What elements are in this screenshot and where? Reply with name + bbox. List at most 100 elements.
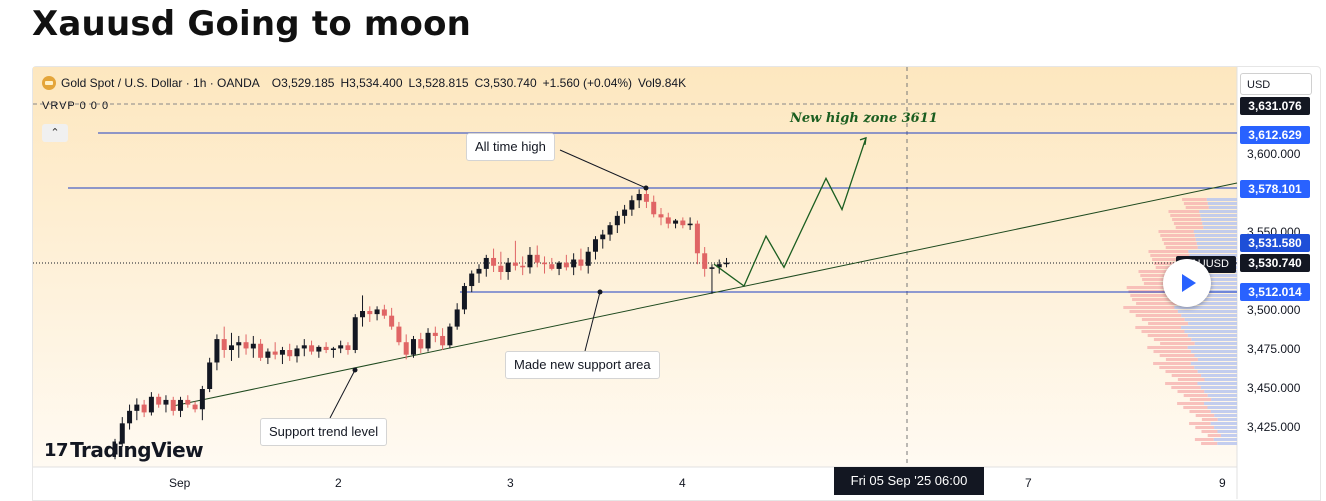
candle-body bbox=[418, 339, 424, 349]
volume-profile-bar bbox=[1132, 298, 1180, 301]
volume-profile-bar bbox=[1194, 342, 1237, 345]
volume-profile-bar bbox=[1174, 306, 1237, 309]
projection-arrowhead bbox=[859, 136, 867, 145]
volume-profile-bar bbox=[1189, 410, 1211, 413]
pointer-trend-level bbox=[329, 369, 356, 419]
volume-profile-bar bbox=[1210, 410, 1237, 413]
volume-profile-bar bbox=[1160, 342, 1195, 345]
volume-profile-bar bbox=[1199, 210, 1237, 213]
volume-profile-bar bbox=[1181, 302, 1237, 305]
chevron-up-icon[interactable]: ⌃ bbox=[42, 124, 68, 142]
candle-body bbox=[228, 345, 234, 350]
volume-profile-bar bbox=[1173, 222, 1203, 225]
volume-profile-bar bbox=[1189, 254, 1237, 257]
price-tag-resistance: 3,578.101 bbox=[1240, 180, 1310, 198]
candles bbox=[112, 189, 730, 460]
candle-body bbox=[614, 215, 620, 226]
candle-body bbox=[185, 399, 191, 405]
axis-tick-3425: 3,425.000 bbox=[1247, 420, 1301, 434]
play-icon[interactable] bbox=[1163, 259, 1211, 307]
candle-body bbox=[520, 265, 526, 268]
candle-body bbox=[447, 326, 453, 346]
currency-selector[interactable]: USD bbox=[1240, 73, 1312, 95]
volume-profile-bar bbox=[1148, 250, 1189, 253]
volume-profile-bar bbox=[1194, 234, 1237, 237]
legend-high: H3,534.400 bbox=[340, 76, 403, 90]
volume-profile-bar bbox=[1177, 378, 1205, 381]
candle-body bbox=[381, 309, 387, 316]
volume-profile-bar bbox=[1141, 330, 1185, 333]
support-trend-line bbox=[172, 182, 1238, 407]
volume-profile-bar bbox=[1159, 366, 1195, 369]
volume-profile-bar bbox=[1181, 326, 1237, 329]
volume-profile-bar bbox=[1126, 286, 1177, 289]
annotation-pointers bbox=[329, 149, 649, 419]
time-tick-sep: Sep bbox=[169, 476, 191, 490]
axis-tick-3600: 3,600.000 bbox=[1247, 147, 1301, 161]
time-tick-4: 4 bbox=[679, 476, 686, 490]
annotation-all-time-high[interactable]: All time high bbox=[466, 133, 555, 161]
volume-profile-bar bbox=[1171, 374, 1202, 377]
candle-body bbox=[512, 262, 518, 266]
candle-body bbox=[352, 317, 358, 350]
volume-profile-bar bbox=[1165, 358, 1198, 361]
candle-body bbox=[454, 309, 460, 327]
annotation-new-high-zone[interactable]: New high zone 3611 bbox=[790, 111, 938, 126]
volume-profile-bar bbox=[1184, 318, 1237, 321]
volume-profile-bar bbox=[1162, 238, 1196, 241]
volume-profile-bar bbox=[1195, 238, 1237, 241]
candle-body bbox=[585, 251, 591, 266]
volume-profile-bar bbox=[1179, 298, 1237, 301]
annotation-support-area[interactable]: Made new support area bbox=[505, 351, 660, 379]
candle-body bbox=[345, 345, 351, 350]
volume-profile-bar bbox=[1130, 294, 1179, 297]
candle-body bbox=[665, 217, 671, 224]
volume-profile-bar bbox=[1153, 338, 1192, 341]
candle-body bbox=[702, 253, 708, 269]
axis-tick-3450: 3,450.000 bbox=[1247, 381, 1301, 395]
volume-profile-bar bbox=[1160, 234, 1195, 237]
volume-profile-bar bbox=[1185, 206, 1209, 209]
volume-profile-bar bbox=[1213, 438, 1237, 441]
candle-body bbox=[549, 264, 555, 269]
candle-body bbox=[563, 262, 569, 268]
candle-body bbox=[207, 362, 213, 389]
annotation-trend-level[interactable]: Support trend level bbox=[260, 418, 388, 446]
volume-profile-bar bbox=[1148, 322, 1189, 325]
volume-profile-bar bbox=[1194, 438, 1214, 441]
projection-polyline bbox=[713, 137, 867, 288]
volume-profile-bar bbox=[1214, 414, 1237, 417]
candle-body bbox=[330, 348, 336, 350]
volume-profile-bar bbox=[1183, 202, 1208, 205]
candle-body bbox=[309, 345, 315, 352]
volume-profile-bar bbox=[1159, 354, 1195, 357]
volume-profile-bar bbox=[1170, 214, 1201, 217]
volume-profile-bar bbox=[1188, 250, 1237, 253]
volume-profile bbox=[1123, 198, 1237, 445]
candle-body bbox=[170, 399, 176, 411]
pointer-dot-all-time-high bbox=[643, 185, 649, 191]
candle-body bbox=[498, 265, 504, 272]
volume-profile-bar bbox=[1193, 230, 1237, 233]
volume-profile-bar bbox=[1177, 402, 1205, 405]
time-tick-9: 9 bbox=[1219, 476, 1226, 490]
candle-body bbox=[716, 264, 722, 268]
candle-body bbox=[425, 332, 431, 349]
volume-profile-bar bbox=[1189, 422, 1211, 425]
candle-body bbox=[323, 346, 329, 350]
volume-profile-bar bbox=[1211, 398, 1237, 401]
volume-profile-bar bbox=[1165, 382, 1198, 385]
volume-profile-bar bbox=[1135, 326, 1182, 329]
volume-profile-bar bbox=[1183, 406, 1208, 409]
vrvp-indicator[interactable]: VRVP 0 0 0 bbox=[42, 100, 110, 112]
candle-body bbox=[279, 350, 285, 355]
time-tick-2: 2 bbox=[335, 476, 342, 490]
volume-profile-bar bbox=[1177, 310, 1237, 313]
candle-body bbox=[607, 225, 613, 235]
page-title: Xauusd Going to moon bbox=[32, 4, 472, 44]
candle-body bbox=[192, 404, 198, 410]
symbol-name[interactable]: Gold Spot / U.S. Dollar · 1h · OANDA bbox=[61, 76, 260, 90]
symbol-legend[interactable]: Gold Spot / U.S. Dollar · 1h · OANDA O3,… bbox=[42, 76, 686, 90]
candle-body bbox=[556, 262, 562, 269]
